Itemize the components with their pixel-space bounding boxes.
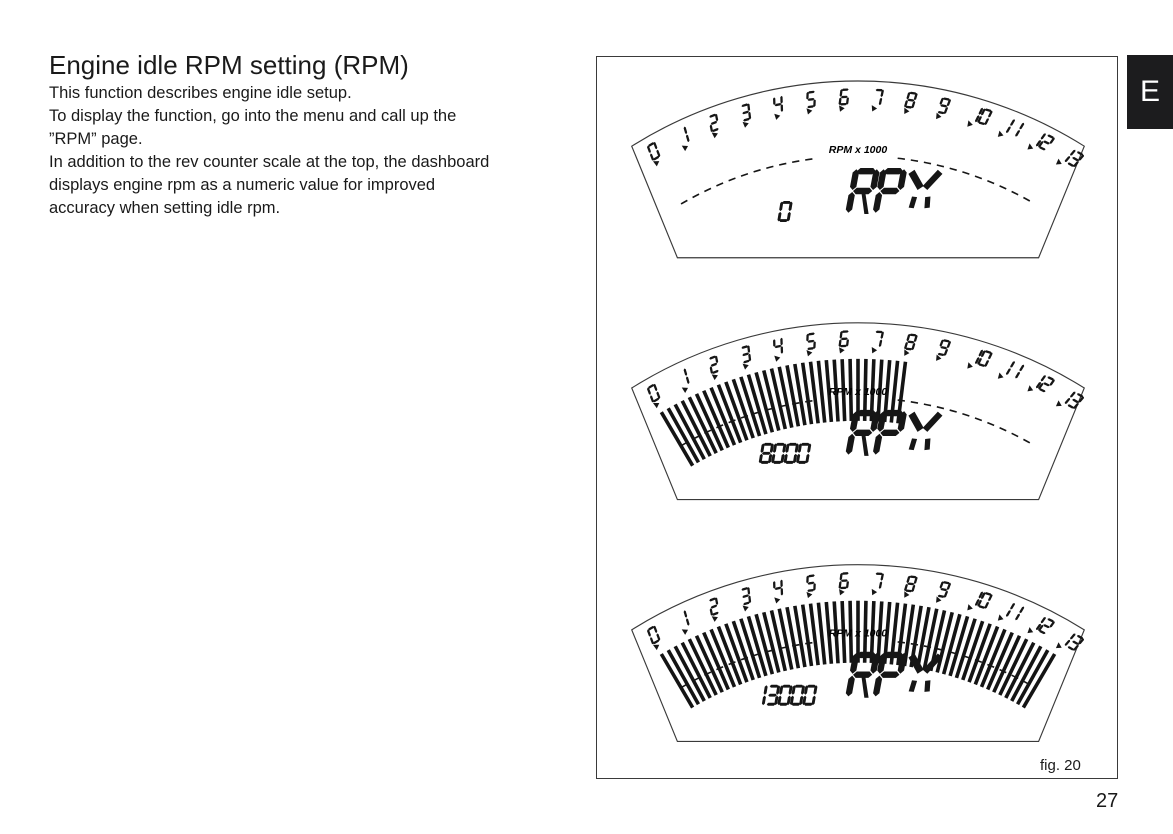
svg-text:RPM x 1000: RPM x 1000 [829,628,888,640]
svg-text:RPM x 1000: RPM x 1000 [829,144,888,156]
svg-text:RPM x 1000: RPM x 1000 [829,386,888,398]
